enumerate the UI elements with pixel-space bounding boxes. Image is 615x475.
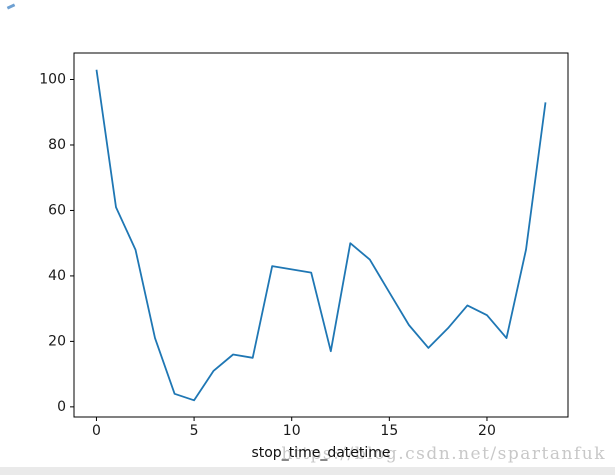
y-tick-label: 0 [57, 399, 66, 415]
x-axis-label: stop_time_datetime [251, 445, 391, 461]
x-tick-label: 20 [478, 423, 496, 439]
bottom-strip [0, 467, 615, 475]
y-tick-label: 100 [39, 72, 66, 88]
data-series-line [95, 69, 547, 402]
y-tick-label: 20 [48, 333, 66, 349]
y-tick-label: 40 [48, 268, 66, 284]
x-tick-label: 0 [92, 423, 101, 439]
x-tick-label: 5 [190, 423, 199, 439]
watermark: https://blog.csdn.net/spartanfuk [281, 444, 606, 464]
y-tick-label: 60 [48, 202, 66, 218]
y-tick-label: 80 [48, 137, 66, 153]
x-tick-label: 15 [380, 423, 398, 439]
x-tick-label: 10 [283, 423, 301, 439]
plot-area [73, 52, 569, 418]
